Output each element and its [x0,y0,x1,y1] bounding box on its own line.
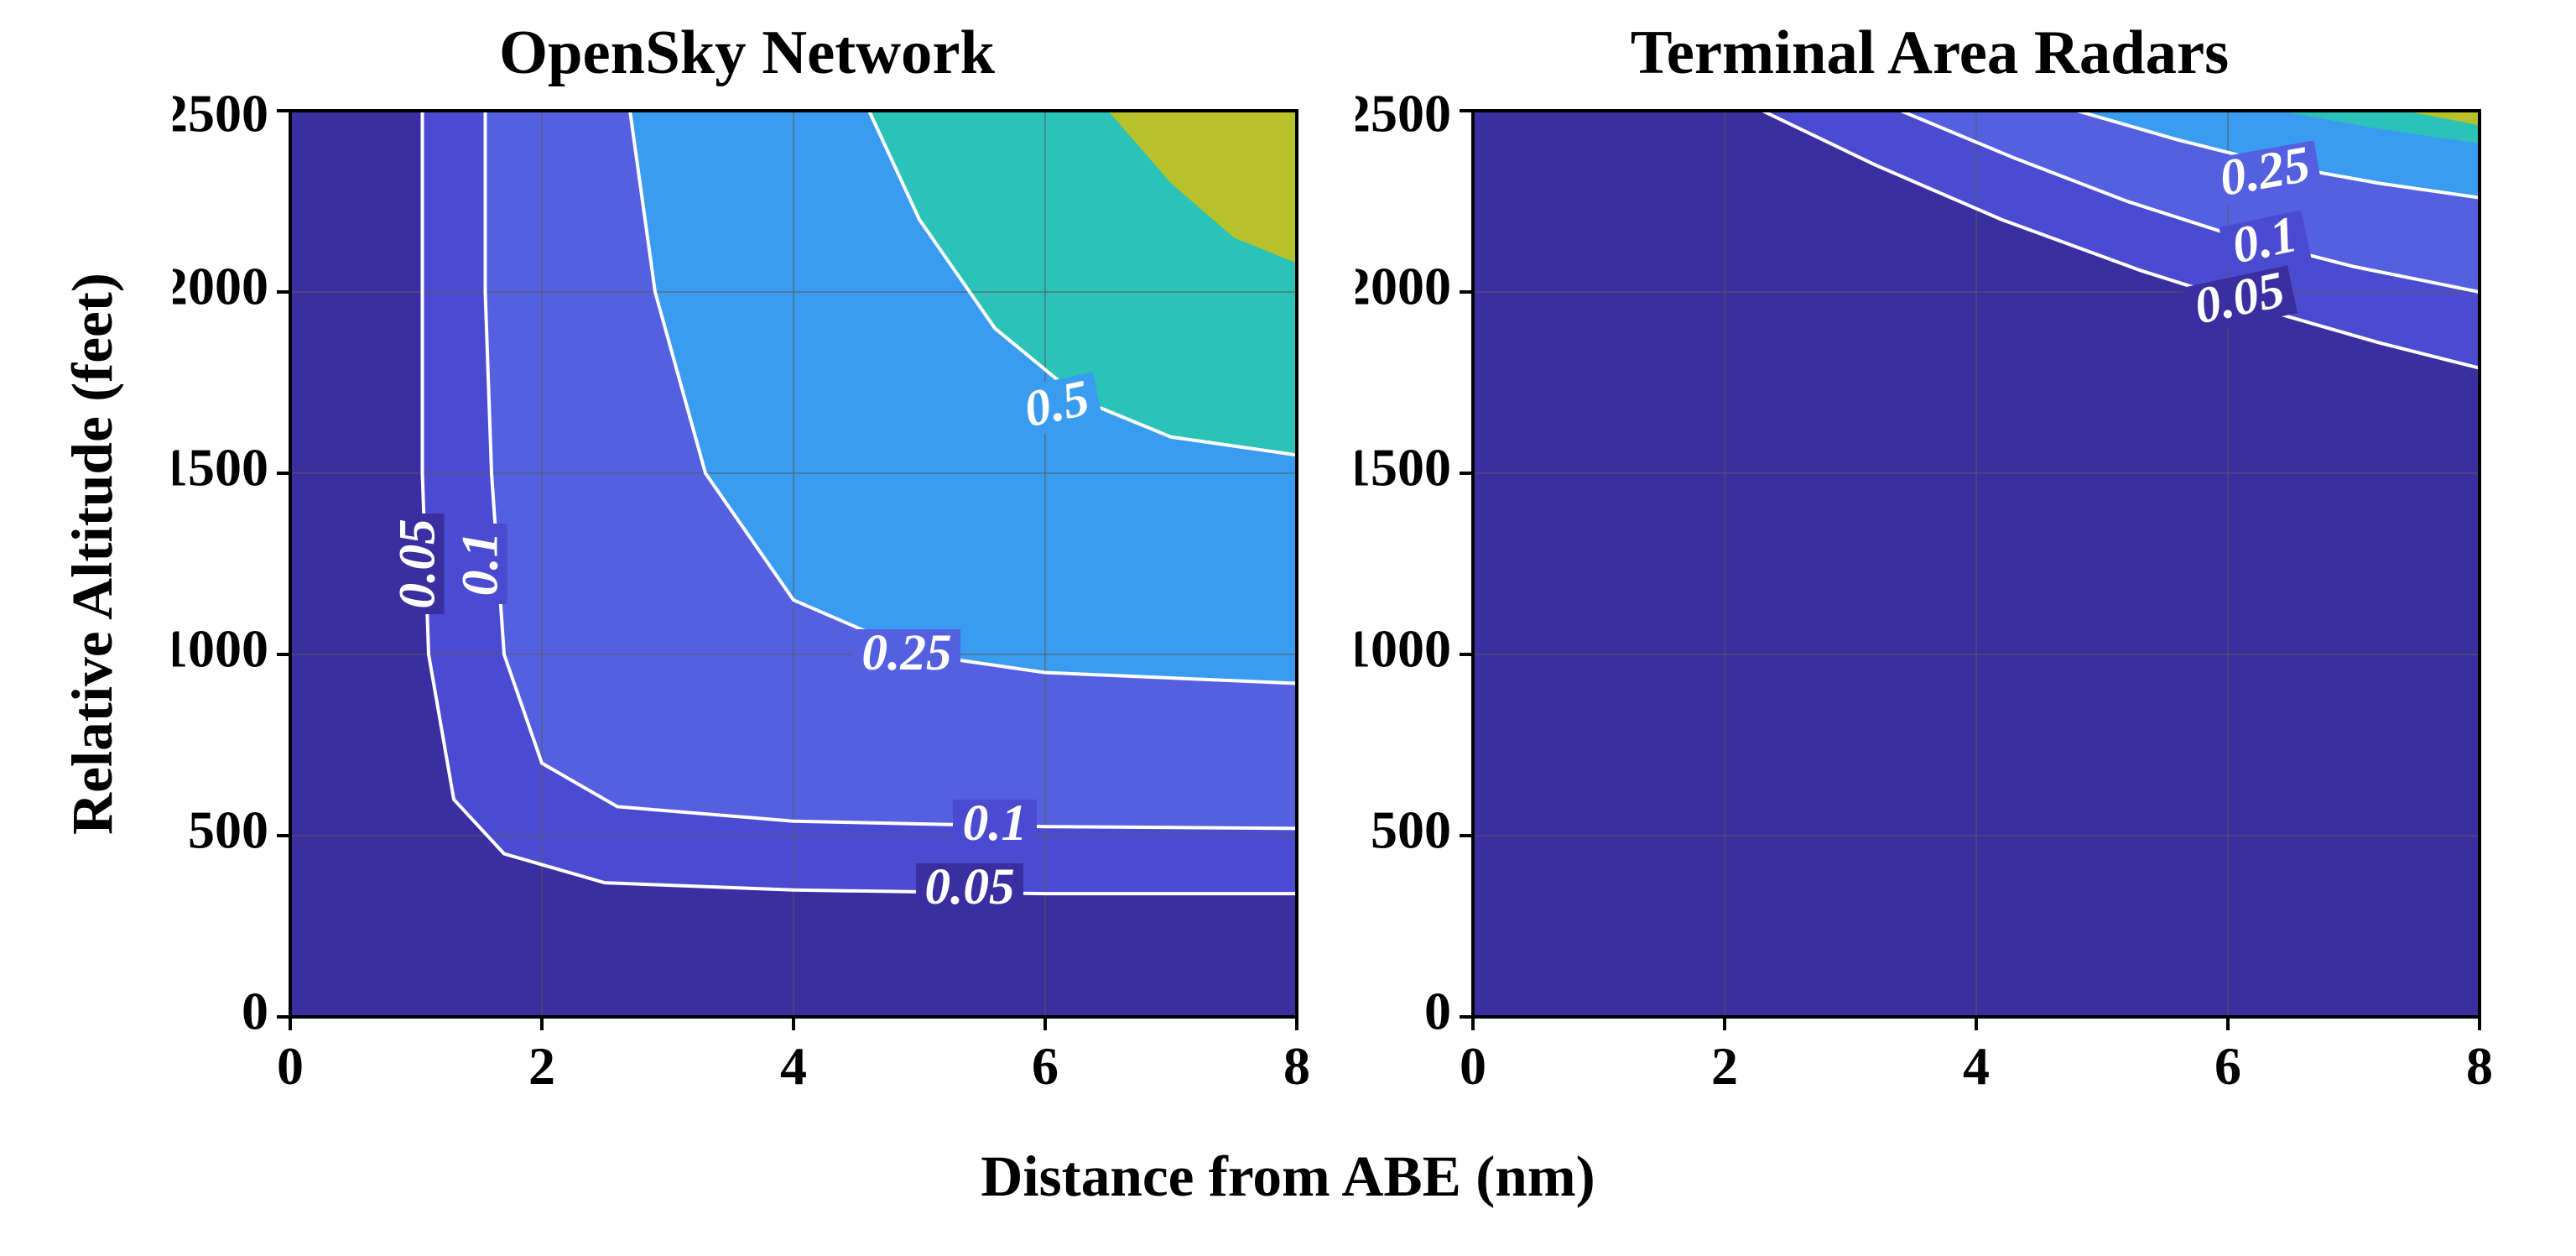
y-axis-label: Relative Altitude (feet) [59,260,126,847]
svg-text:1000: 1000 [173,619,268,679]
svg-text:2500: 2500 [1356,94,1451,143]
svg-text:2000: 2000 [173,257,268,316]
svg-text:6: 6 [2214,1036,2241,1096]
svg-text:500: 500 [188,800,268,860]
svg-text:0.25: 0.25 [861,624,951,681]
svg-text:6: 6 [1032,1036,1059,1096]
svg-text:0.1: 0.1 [962,795,1027,852]
contour-label-005-top: 0.05 [388,513,445,614]
svg-text:4: 4 [780,1036,807,1096]
svg-text:1000: 1000 [1356,619,1451,679]
svg-text:8: 8 [1283,1036,1310,1096]
xticks-left: 0 2 4 6 8 [277,1017,1310,1096]
yticks-right: 0 500 1000 1500 2000 2500 [1356,94,1473,1041]
panel-right-svg: 0.05 0.1 0.25 [1356,94,2505,1109]
svg-text:4: 4 [1963,1036,1990,1096]
panel-right: Terminal Area Radars [1356,17,2505,1109]
svg-text:0: 0 [242,982,268,1041]
x-axis-label: Distance from ABE (nm) [981,1143,1595,1210]
svg-text:2: 2 [1711,1036,1738,1096]
panel-left-title: OpenSky Network [499,17,995,89]
svg-text:0.1: 0.1 [451,532,508,597]
panels-row: OpenSky Network [173,17,2505,1109]
svg-text:0: 0 [1424,982,1451,1041]
svg-text:0: 0 [1460,1036,1486,1096]
contour-label-025: 0.25 [853,624,960,681]
panel-left-svg: 0.05 0.1 0.05 0.1 [173,94,1322,1109]
svg-text:2000: 2000 [1356,257,1451,316]
svg-text:2500: 2500 [173,94,268,143]
yticks-left: 0 500 1000 1500 2000 2500 [173,94,290,1041]
panel-left: OpenSky Network [173,17,1322,1109]
svg-text:0.05: 0.05 [924,858,1014,915]
svg-text:0: 0 [277,1036,304,1096]
contour-label-005-right: 0.05 [916,858,1023,915]
panel-right-title: Terminal Area Radars [1631,17,2229,89]
svg-text:1500: 1500 [1356,438,1451,498]
svg-text:1500: 1500 [173,438,268,498]
xticks-right: 0 2 4 6 8 [1460,1017,2493,1096]
svg-text:2: 2 [528,1036,555,1096]
svg-text:500: 500 [1371,800,1451,860]
svg-text:8: 8 [2466,1036,2493,1096]
svg-text:0.05: 0.05 [388,519,445,608]
contour-label-01-right: 0.1 [953,795,1037,852]
figure: Relative Altitude (feet) OpenSky Network [17,17,2559,1239]
contour-label-01-top: 0.1 [451,524,508,604]
